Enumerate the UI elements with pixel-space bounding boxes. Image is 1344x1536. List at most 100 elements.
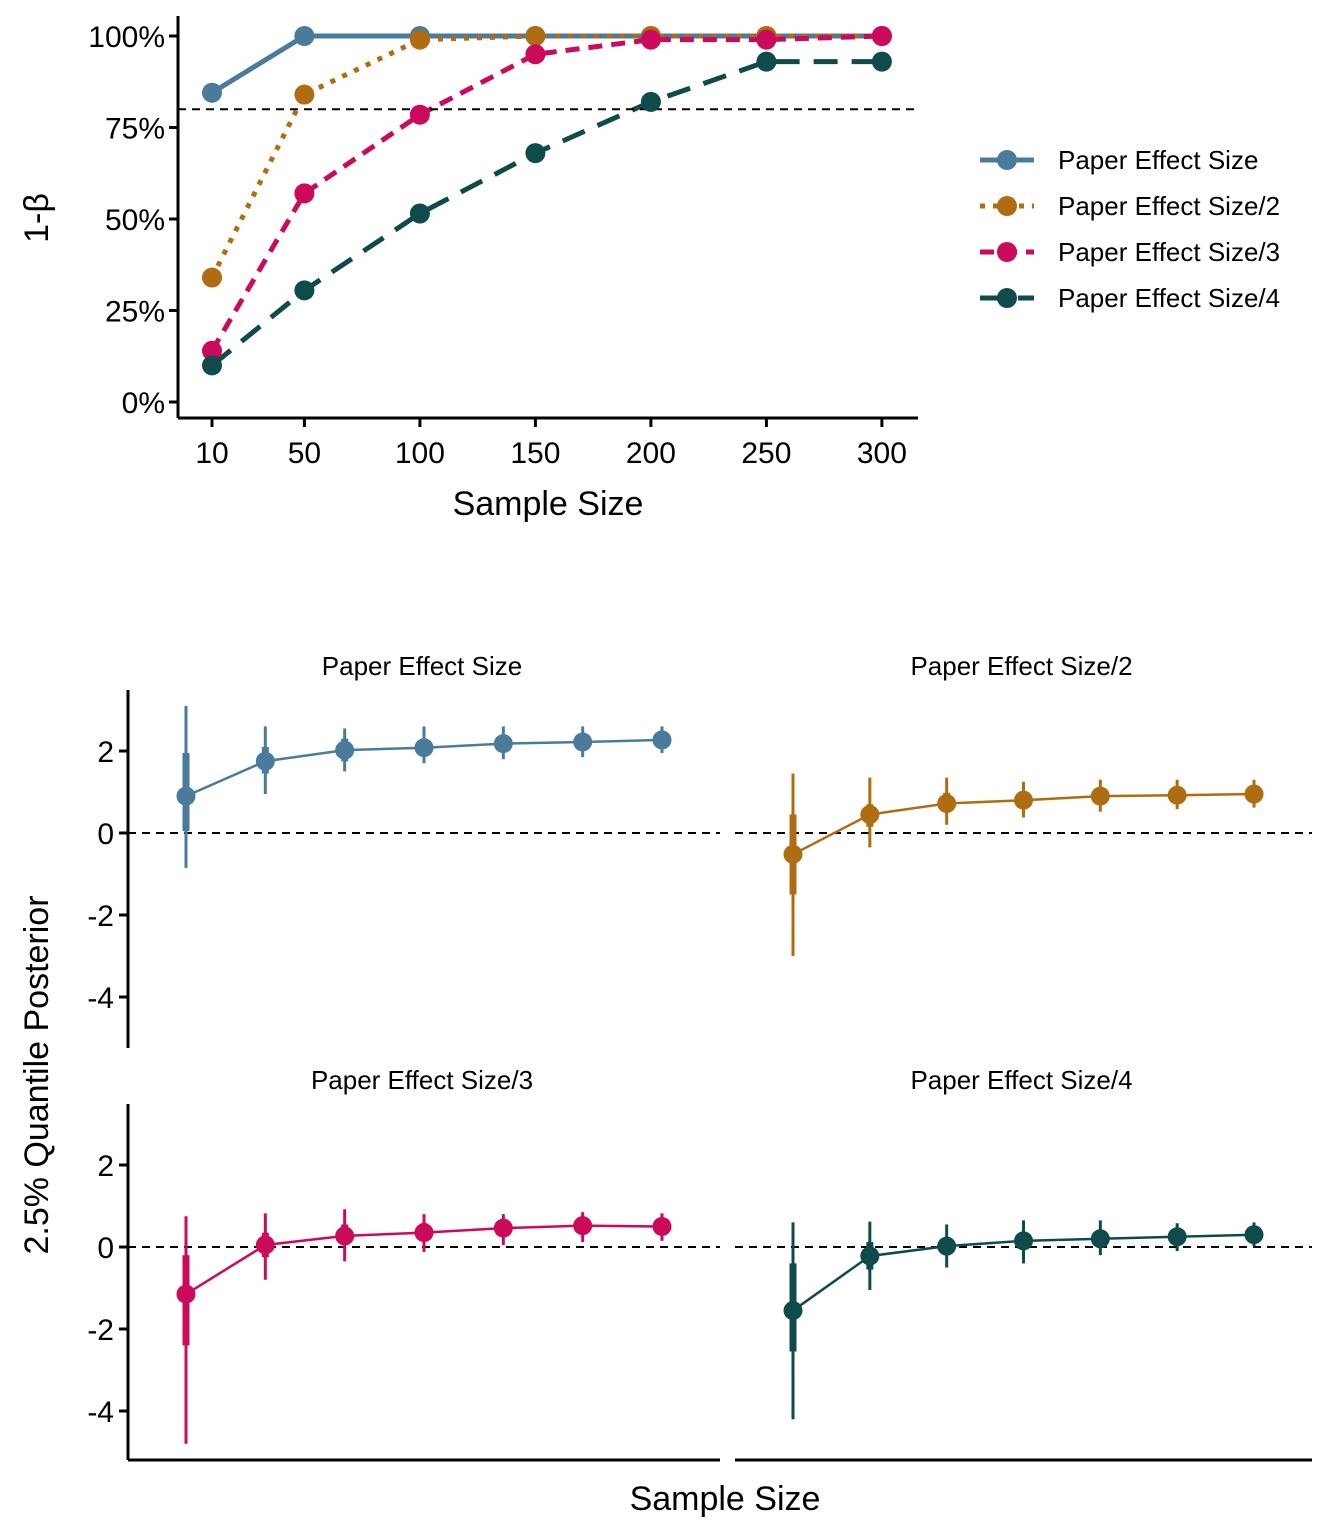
median-point: [1167, 1227, 1187, 1247]
power-data-point: [640, 29, 661, 50]
power-data-point: [202, 340, 222, 361]
power-data-point: [294, 84, 315, 105]
power-series-line: [209, 33, 882, 279]
legend-key-point: [997, 242, 1017, 262]
median-point: [414, 738, 434, 758]
median-point: [335, 1226, 355, 1246]
power-data-point: [202, 82, 222, 103]
power-series-lines: [209, 33, 882, 368]
power-data-point: [525, 143, 546, 164]
power-data-point: [871, 51, 892, 72]
power-x-tick-label: 150: [510, 437, 560, 470]
power-chart: 0%25%50%75%100% 10 50 100 150 200 250 300 1-β …: [18, 16, 1280, 523]
median-point: [1244, 1225, 1264, 1245]
facet-title: Paper Effect Size/2: [910, 651, 1132, 681]
facet-panel: Paper Effect Size/2: [735, 651, 1312, 956]
facet-title: Paper Effect Size/3: [311, 1065, 533, 1095]
facet-y-tick-label: -2: [87, 900, 114, 933]
power-data-point: [294, 26, 315, 46]
facet-y-tick-label: -4: [87, 1396, 114, 1429]
median-point: [1167, 785, 1187, 805]
power-y-axis-title: 1-β: [18, 193, 56, 243]
median-point: [255, 751, 275, 771]
power-data-point: [409, 29, 430, 50]
legend-item-label: Paper Effect Size: [1058, 145, 1258, 175]
legend-key-point: [997, 150, 1017, 170]
median-point: [1014, 1231, 1033, 1251]
power-data-point: [756, 51, 777, 72]
power-data-point: [202, 267, 222, 288]
power-y-tick-label: 0%: [122, 387, 165, 420]
facet-panel: Paper Effect Size/3 -4 -2 0 2: [87, 1065, 720, 1462]
facet-y-tick-label: -2: [87, 1314, 114, 1347]
legend-item-label: Paper Effect Size/4: [1058, 283, 1280, 313]
power-y-tick-label: 100%: [88, 21, 165, 54]
median-point: [860, 1246, 880, 1266]
facet-y-tick-label: 0: [97, 1232, 114, 1265]
median-point: [176, 786, 196, 806]
power-x-ticks: 10 50 100 150 200 250 300: [195, 418, 907, 470]
power-data-point: [409, 104, 430, 125]
power-series-line: [210, 33, 882, 95]
median-point: [1090, 1229, 1110, 1249]
facet-panel: Paper Effect Size -4 -2 0 2: [87, 651, 720, 1048]
median-point: [493, 1218, 513, 1238]
power-data-point: [525, 44, 546, 65]
median-point: [255, 1235, 275, 1255]
median-point: [573, 732, 593, 752]
median-point: [414, 1223, 434, 1243]
power-series-points: [202, 26, 892, 376]
power-data-point: [294, 183, 315, 204]
facet-y-tick-label: -4: [87, 982, 114, 1015]
power-x-tick-label: 300: [857, 437, 907, 470]
median-point: [937, 793, 957, 813]
legend-key-point: [997, 196, 1017, 216]
facet-y-tick-label: 0: [97, 818, 114, 851]
power-x-tick-label: 200: [626, 437, 676, 470]
power-data-point: [294, 280, 315, 301]
median-point: [1014, 790, 1033, 810]
median-point: [493, 734, 513, 754]
legend-item-label: Paper Effect Size/2: [1058, 191, 1280, 221]
power-y-tick-label: 50%: [105, 204, 165, 237]
power-x-tick-label: 100: [395, 437, 445, 470]
power-y-tick-label: 75%: [105, 113, 165, 146]
facet-y-tick-label: 2: [97, 1150, 114, 1183]
power-data-point: [409, 203, 430, 224]
legend-item-label: Paper Effect Size/3: [1058, 237, 1280, 267]
power-x-tick-label: 10: [195, 437, 228, 470]
facet-y-tick-label: 2: [97, 736, 114, 769]
power-x-tick-label: 250: [741, 437, 791, 470]
median-point: [860, 805, 880, 825]
median-point: [937, 1236, 957, 1256]
median-point: [783, 1301, 803, 1321]
power-y-ticks: 0% 25% 50% 75% 100%: [88, 21, 178, 420]
median-point: [573, 1216, 593, 1236]
facet-panel: Paper Effect Size/4: [735, 1065, 1312, 1462]
facet-title: Paper Effect Size: [322, 651, 522, 681]
legend-key-point: [997, 288, 1017, 308]
power-data-point: [202, 355, 222, 376]
power-y-tick-label: 25%: [105, 296, 165, 329]
power-series-line: [210, 59, 882, 368]
legend: Paper Effect Size Paper Effect Size/2 Pape…: [980, 145, 1280, 313]
median-point: [1244, 784, 1264, 804]
median-point: [176, 1284, 196, 1304]
posterior-y-axis-title: 2.5% Quantile Posterior: [18, 895, 56, 1254]
median-point: [652, 730, 672, 750]
power-x-tick-label: 50: [288, 437, 321, 470]
posterior-x-axis-title: Sample Size: [630, 1480, 821, 1518]
facet-title: Paper Effect Size/4: [910, 1065, 1132, 1095]
power-data-point: [640, 91, 661, 112]
median-point: [1090, 786, 1110, 806]
median-point: [652, 1217, 672, 1236]
power-data-point: [756, 29, 777, 50]
power-x-axis-title: Sample Size: [453, 485, 644, 523]
power-data-point: [871, 26, 892, 46]
median-point: [335, 740, 355, 760]
power-data-point: [525, 26, 546, 46]
median-point: [783, 844, 803, 864]
